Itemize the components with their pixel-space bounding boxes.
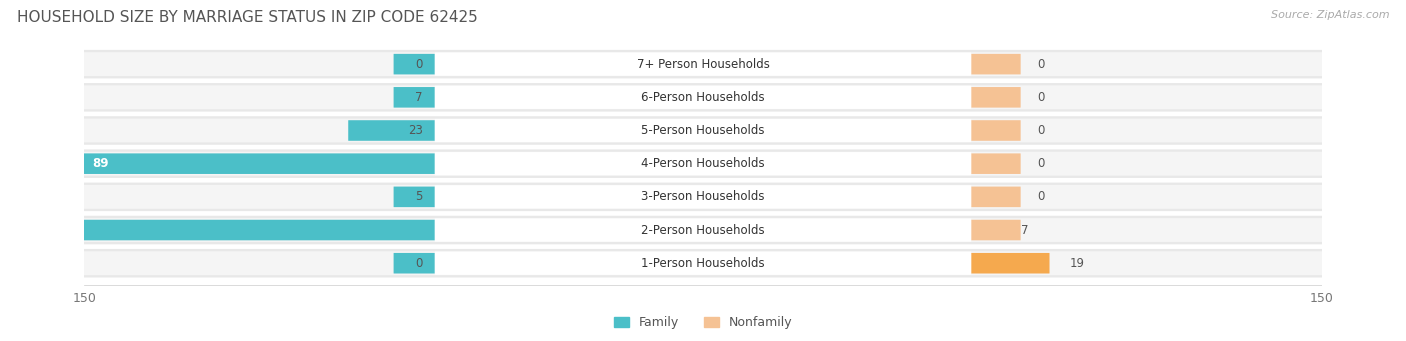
FancyBboxPatch shape — [434, 53, 972, 76]
FancyBboxPatch shape — [394, 253, 443, 273]
FancyBboxPatch shape — [434, 119, 972, 142]
Text: 0: 0 — [1038, 190, 1045, 203]
Text: 19: 19 — [1070, 257, 1085, 270]
FancyBboxPatch shape — [434, 86, 972, 109]
FancyBboxPatch shape — [963, 253, 1049, 273]
Text: 89: 89 — [93, 157, 110, 170]
FancyBboxPatch shape — [76, 153, 443, 174]
Text: 23: 23 — [408, 124, 423, 137]
FancyBboxPatch shape — [80, 85, 1326, 109]
Text: 0: 0 — [1038, 124, 1045, 137]
FancyBboxPatch shape — [963, 153, 1021, 174]
FancyBboxPatch shape — [80, 218, 1326, 242]
Text: 3-Person Households: 3-Person Households — [641, 190, 765, 203]
FancyBboxPatch shape — [80, 152, 1326, 176]
Text: 7: 7 — [415, 91, 423, 104]
Text: 2-Person Households: 2-Person Households — [641, 224, 765, 237]
FancyBboxPatch shape — [76, 249, 1330, 278]
FancyBboxPatch shape — [394, 187, 443, 207]
Text: 7: 7 — [1021, 224, 1028, 237]
Text: 0: 0 — [1038, 91, 1045, 104]
Text: 1-Person Households: 1-Person Households — [641, 257, 765, 270]
FancyBboxPatch shape — [349, 120, 443, 141]
Text: Source: ZipAtlas.com: Source: ZipAtlas.com — [1271, 10, 1389, 20]
Text: 5: 5 — [415, 190, 423, 203]
FancyBboxPatch shape — [76, 83, 1330, 112]
FancyBboxPatch shape — [963, 54, 1021, 74]
FancyBboxPatch shape — [434, 185, 972, 208]
FancyBboxPatch shape — [76, 182, 1330, 211]
Text: 4-Person Households: 4-Person Households — [641, 157, 765, 170]
Text: 0: 0 — [415, 58, 423, 71]
FancyBboxPatch shape — [76, 149, 1330, 178]
FancyBboxPatch shape — [434, 219, 972, 242]
Text: HOUSEHOLD SIZE BY MARRIAGE STATUS IN ZIP CODE 62425: HOUSEHOLD SIZE BY MARRIAGE STATUS IN ZIP… — [17, 10, 478, 25]
FancyBboxPatch shape — [76, 50, 1330, 78]
FancyBboxPatch shape — [76, 116, 1330, 145]
Text: 0: 0 — [1038, 58, 1045, 71]
FancyBboxPatch shape — [963, 187, 1021, 207]
Text: 7+ Person Households: 7+ Person Households — [637, 58, 769, 71]
FancyBboxPatch shape — [0, 220, 443, 240]
Text: 6-Person Households: 6-Person Households — [641, 91, 765, 104]
FancyBboxPatch shape — [394, 54, 443, 74]
Text: 0: 0 — [1038, 157, 1045, 170]
FancyBboxPatch shape — [80, 52, 1326, 76]
FancyBboxPatch shape — [76, 216, 1330, 244]
FancyBboxPatch shape — [963, 120, 1021, 141]
FancyBboxPatch shape — [80, 251, 1326, 275]
FancyBboxPatch shape — [434, 252, 972, 275]
FancyBboxPatch shape — [963, 87, 1021, 108]
Text: 5-Person Households: 5-Person Households — [641, 124, 765, 137]
Text: 0: 0 — [415, 257, 423, 270]
FancyBboxPatch shape — [80, 119, 1326, 143]
FancyBboxPatch shape — [394, 87, 443, 108]
Legend: Family, Nonfamily: Family, Nonfamily — [609, 311, 797, 334]
FancyBboxPatch shape — [80, 185, 1326, 209]
FancyBboxPatch shape — [963, 220, 1021, 240]
FancyBboxPatch shape — [434, 152, 972, 175]
